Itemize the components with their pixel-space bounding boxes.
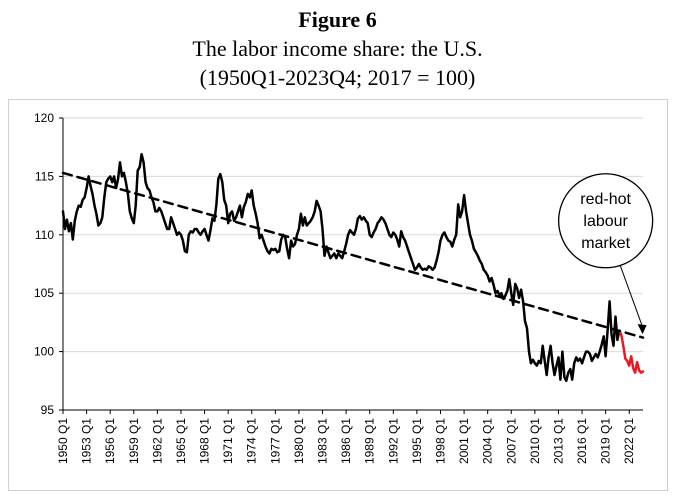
annotation-text: red-hot <box>580 191 631 208</box>
annotation-arrowhead <box>637 324 647 335</box>
x-tick-labels: 1950 Q1 1953 Q1 1956 Q1 1959 Q1 1962 Q1 1965 … <box>56 418 636 464</box>
labor-share-recent-series <box>618 329 645 374</box>
x-tick-label: 2022 Q1 <box>622 418 636 464</box>
x-tick-label: 2013 Q1 <box>551 418 565 464</box>
x-tick-label: 2004 Q1 <box>481 418 495 464</box>
labor-share-series <box>61 152 621 383</box>
x-tick-label: 1974 Q1 <box>245 418 259 464</box>
y-tick-labels: 95 100 105 110 115 120 <box>34 111 54 417</box>
x-tick-label: 1965 Q1 <box>174 418 188 464</box>
x-tick-label: 1962 Q1 <box>150 418 164 464</box>
y-tick-label: 105 <box>34 286 54 300</box>
series-lines <box>61 152 645 383</box>
figure-subtitle-range: (1950Q1-2023Q4; 2017 = 100) <box>199 65 476 90</box>
x-tick-label: 1989 Q1 <box>363 418 377 464</box>
x-tick-label: 1980 Q1 <box>292 418 306 464</box>
figure-title: Figure 6 <box>298 7 377 32</box>
annotation-arrow <box>619 265 644 328</box>
x-tick-label: 1950 Q1 <box>56 418 70 464</box>
x-tick-label: 1992 Q1 <box>386 418 400 464</box>
annotation-text: market <box>581 235 630 252</box>
x-tick-label: 1983 Q1 <box>316 418 330 464</box>
y-tick-label: 120 <box>34 111 54 125</box>
x-tick-label: 2007 Q1 <box>504 418 518 464</box>
y-tick-label: 110 <box>35 228 54 242</box>
x-tick-label: 1959 Q1 <box>127 418 141 464</box>
y-tick-label: 95 <box>41 403 55 417</box>
annotation-text: labour <box>583 213 628 230</box>
x-tick-label: 1971 Q1 <box>221 418 235 464</box>
figure-title-block: Figure 6 The labor income share: the U.S… <box>0 6 675 92</box>
chart-frame <box>8 99 668 491</box>
x-tick-label: 1995 Q1 <box>410 418 424 464</box>
annotation-bubble <box>557 173 654 269</box>
figure-subtitle: The labor income share: the U.S. <box>192 36 483 61</box>
trend-line <box>61 171 645 339</box>
x-tick-label: 2001 Q1 <box>457 418 471 464</box>
x-tick-label: 2010 Q1 <box>528 418 542 464</box>
x-tick-label: 1968 Q1 <box>198 418 212 464</box>
annotation: red-hot labour market <box>557 173 654 335</box>
x-tick-label: 2019 Q1 <box>599 418 613 464</box>
x-tick-label: 1953 Q1 <box>80 418 94 464</box>
x-tick-label: 1977 Q1 <box>268 418 282 464</box>
x-tick-label: 2016 Q1 <box>575 418 589 464</box>
y-tick-label: 100 <box>34 345 54 359</box>
y-tick-label: 115 <box>35 169 54 183</box>
x-tick-label: 1998 Q1 <box>433 418 447 464</box>
x-tick-label: 1986 Q1 <box>339 418 353 464</box>
axes <box>59 117 643 414</box>
x-tick-label: 1956 Q1 <box>103 418 117 464</box>
